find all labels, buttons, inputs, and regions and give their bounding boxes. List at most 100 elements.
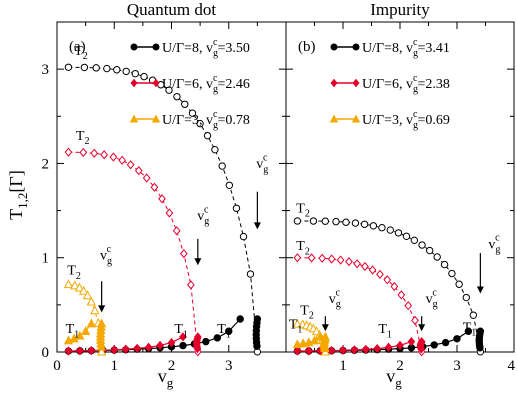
T2-point [307, 253, 316, 263]
T1-point [361, 344, 370, 354]
T2-point [150, 182, 159, 192]
y-axis-label: T1,2[Γ] [6, 170, 30, 220]
T2-point [90, 148, 99, 158]
panel-title: Quantum dot [127, 0, 217, 19]
panel-label: (a) [69, 39, 86, 55]
panel-title: Impurity [370, 0, 430, 19]
x-tick-label: 1 [339, 358, 347, 374]
x-axis-label: vg [386, 366, 402, 390]
y-tick-label: 3 [42, 62, 50, 78]
annotation-label: vgc [100, 244, 112, 267]
T2-point [78, 285, 89, 295]
T2-point [376, 269, 384, 279]
T2-point [131, 69, 139, 78]
T2-point [109, 152, 118, 162]
plot-frame [285, 21, 515, 353]
T2-point [188, 109, 197, 117]
T1-point [80, 326, 91, 335]
x-tick-label: 2 [396, 358, 404, 374]
legend-marker [130, 43, 138, 51]
T1-point [253, 315, 262, 323]
T2-point [440, 260, 449, 269]
T2-point [410, 236, 419, 245]
vgc-arrowhead [418, 324, 426, 332]
T2-point [369, 222, 378, 230]
annotation-label: vgc [426, 287, 438, 310]
x-axis-label: vg [158, 366, 174, 390]
T2-point [345, 257, 353, 267]
T1-point [121, 344, 130, 354]
T1-point [396, 340, 404, 351]
T2-point [179, 249, 188, 259]
legend-marker [130, 78, 138, 88]
T1-point [202, 337, 210, 346]
T2-point [103, 64, 111, 73]
T2-point [455, 280, 463, 288]
T2-point [140, 72, 148, 81]
T2-point [158, 194, 166, 204]
T1-point [453, 335, 461, 343]
series-2 [292, 318, 330, 356]
x-tick-label: 1 [111, 358, 119, 374]
T1-point [236, 315, 244, 323]
legend-marker [352, 78, 360, 88]
T2-point [203, 131, 212, 140]
T2-point [90, 305, 100, 315]
x-axis-ticks: 1 2 3 4 [314, 22, 516, 374]
legend: U/Γ=8, vgc=3.41 U/Γ=6, vgc=2.38 U/Γ=3, vgc… [329, 37, 450, 131]
T2-point [126, 160, 135, 170]
x-tick-label: 3 [225, 358, 233, 374]
legend-marker [152, 43, 160, 51]
vgc-arrowhead [253, 222, 261, 230]
T2-point [332, 217, 340, 226]
y-tick-label: 2 [42, 156, 50, 172]
T2-point [142, 173, 151, 183]
T1-point [167, 337, 176, 348]
T1-point [64, 346, 73, 356]
legend-label: U/Γ=6, vgc=2.38 [362, 73, 450, 95]
T2-point [86, 296, 96, 306]
T2-point [225, 181, 234, 189]
T2-point [342, 218, 350, 226]
T2-point [390, 281, 399, 292]
T2-point [404, 301, 413, 311]
T2-point [351, 219, 360, 227]
T1-point [87, 345, 96, 356]
annotation-label: T1 [463, 320, 477, 338]
legend-marker [329, 114, 339, 123]
T2-point [394, 229, 403, 237]
legend-marker [351, 114, 361, 123]
T2-point [336, 255, 345, 265]
legend-label: U/Γ=3, vgc=0.78 [162, 109, 250, 131]
T2-point [246, 270, 255, 278]
series-1 [64, 147, 202, 357]
annotation-label: T2 [296, 201, 310, 219]
y-tick-label: 0 [42, 345, 50, 361]
legend: U/Γ=8, vgc=3.50 U/Γ=6, vgc=2.46 U/Γ=3, vgc… [129, 37, 250, 131]
vgc-arrowhead [194, 258, 202, 266]
T2-point [64, 147, 73, 157]
T2-point [418, 241, 426, 249]
legend-label: U/Γ=3, vgc=0.69 [362, 109, 450, 131]
T2-point [74, 282, 85, 292]
T1-point [213, 334, 222, 342]
T2-point [318, 253, 327, 263]
T1-point [86, 318, 97, 328]
annotation-label: T2 [74, 44, 88, 62]
T2-point [165, 208, 174, 218]
legend-label: U/Γ=8, vgc=3.41 [362, 37, 450, 59]
T1-point [133, 343, 142, 354]
T2-point [462, 293, 470, 302]
T2-point [448, 269, 456, 278]
T2-point [181, 100, 189, 108]
T1-point [339, 345, 347, 355]
annotation-label: T1 [174, 322, 188, 340]
T2-point [63, 279, 74, 289]
T1-point [304, 346, 313, 356]
y-tick-label: 1 [42, 251, 50, 267]
T2-point [218, 162, 226, 170]
T2-point [293, 217, 302, 225]
annotation-label: T2 [300, 303, 314, 321]
T2-point [122, 67, 130, 76]
